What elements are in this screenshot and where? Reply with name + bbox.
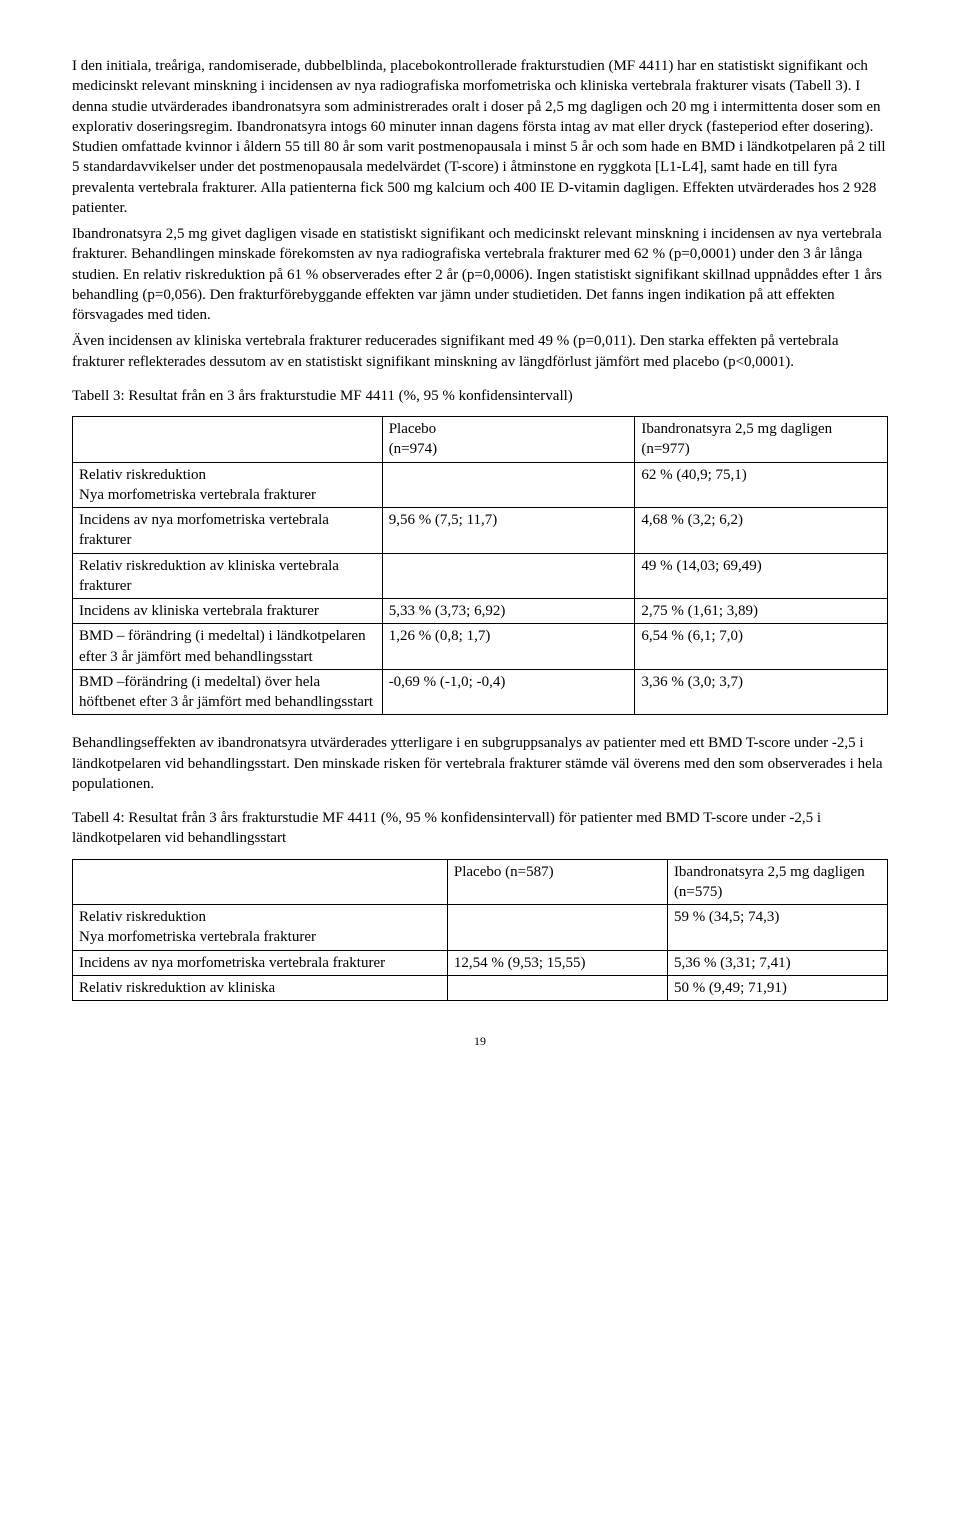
row-ibandronat-value: 6,54 % (6,1; 7,0) <box>635 624 888 670</box>
table3-head-ib-l2: (n=977) <box>641 441 689 457</box>
row-ibandronat-value: 3,36 % (3,0; 3,7) <box>635 669 888 715</box>
table3-title: Tabell 3: Resultat från en 3 års fraktur… <box>72 386 888 406</box>
paragraph: I den initiala, treåriga, randomiserade,… <box>72 56 888 218</box>
row-label: Incidens av nya morfometriska vertebrala… <box>73 508 383 554</box>
table-row: Incidens av nya morfometriska vertebrala… <box>73 508 888 554</box>
table4-head-placebo: Placebo (n=587) <box>447 859 667 905</box>
table3-head-ib-l1: Ibandronatsyra 2,5 mg dagligen <box>641 421 832 437</box>
table3: Placebo (n=974) Ibandronatsyra 2,5 mg da… <box>72 416 888 715</box>
row-placebo-value: 9,56 % (7,5; 11,7) <box>382 508 635 554</box>
table4-head-ib-l2: (n=575) <box>674 884 722 900</box>
table-row: Relativ riskreduktion Nya morfometriska … <box>73 462 888 508</box>
table-row: BMD –förändring (i medeltal) över hela h… <box>73 669 888 715</box>
row-label: Relativ riskreduktion Nya morfometriska … <box>73 462 383 508</box>
row-label: BMD –förändring (i medeltal) över hela h… <box>73 669 383 715</box>
table-row: Relativ riskreduktion Nya morfometriska … <box>73 905 888 951</box>
row-label: Incidens av nya morfometriska vertebrala… <box>73 950 448 975</box>
row-placebo-value <box>447 905 667 951</box>
row-placebo-value: 5,33 % (3,73; 6,92) <box>382 599 635 624</box>
row-ibandronat-value: 2,75 % (1,61; 3,89) <box>635 599 888 624</box>
table3-head-placebo-l1: Placebo <box>389 421 436 437</box>
row-placebo-value: 12,54 % (9,53; 15,55) <box>447 950 667 975</box>
table3-head-placebo: Placebo (n=974) <box>382 417 635 463</box>
row-ibandronat-value: 49 % (14,03; 69,49) <box>635 553 888 599</box>
table3-head-empty <box>73 417 383 463</box>
table3-head-placebo-l2: (n=974) <box>389 441 437 457</box>
row-label: Relativ riskreduktion av kliniska verteb… <box>73 553 383 599</box>
paragraph: Ibandronatsyra 2,5 mg givet dagligen vis… <box>72 224 888 325</box>
table4-head-ib: Ibandronatsyra 2,5 mg dagligen (n=575) <box>667 859 887 905</box>
row-placebo-value <box>382 462 635 508</box>
row-ibandronat-value: 5,36 % (3,31; 7,41) <box>667 950 887 975</box>
row-placebo-value <box>447 975 667 1000</box>
table4-head-ib-l1: Ibandronatsyra 2,5 mg dagligen <box>674 864 865 880</box>
between-tables-paragraph: Behandlingseffekten av ibandronatsyra ut… <box>72 733 888 794</box>
table4-title: Tabell 4: Resultat från 3 års frakturstu… <box>72 808 888 849</box>
table-row: BMD – förändring (i medeltal) i ländkotp… <box>73 624 888 670</box>
table-row: Relativ riskreduktion av kliniska verteb… <box>73 553 888 599</box>
row-ibandronat-value: 62 % (40,9; 75,1) <box>635 462 888 508</box>
table4: Placebo (n=587) Ibandronatsyra 2,5 mg da… <box>72 859 888 1002</box>
row-label: Relativ riskreduktion Nya morfometriska … <box>73 905 448 951</box>
table4-head-empty <box>73 859 448 905</box>
row-ibandronat-value: 59 % (34,5; 74,3) <box>667 905 887 951</box>
page-number: 19 <box>72 1033 888 1049</box>
table-row: Incidens av kliniska vertebrala frakture… <box>73 599 888 624</box>
table-row: Relativ riskreduktion av kliniska 50 % (9… <box>73 975 888 1000</box>
row-ibandronat-value: 50 % (9,49; 71,91) <box>667 975 887 1000</box>
row-placebo-value: 1,26 % (0,8; 1,7) <box>382 624 635 670</box>
row-placebo-value <box>382 553 635 599</box>
row-label: Relativ riskreduktion av kliniska <box>73 975 448 1000</box>
row-placebo-value: -0,69 % (-1,0; -0,4) <box>382 669 635 715</box>
row-label: BMD – förändring (i medeltal) i ländkotp… <box>73 624 383 670</box>
paragraph: Även incidensen av kliniska vertebrala f… <box>72 331 888 372</box>
table3-head-ib: Ibandronatsyra 2,5 mg dagligen (n=977) <box>635 417 888 463</box>
table-row: Incidens av nya morfometriska vertebrala… <box>73 950 888 975</box>
row-label: Incidens av kliniska vertebrala frakture… <box>73 599 383 624</box>
row-ibandronat-value: 4,68 % (3,2; 6,2) <box>635 508 888 554</box>
